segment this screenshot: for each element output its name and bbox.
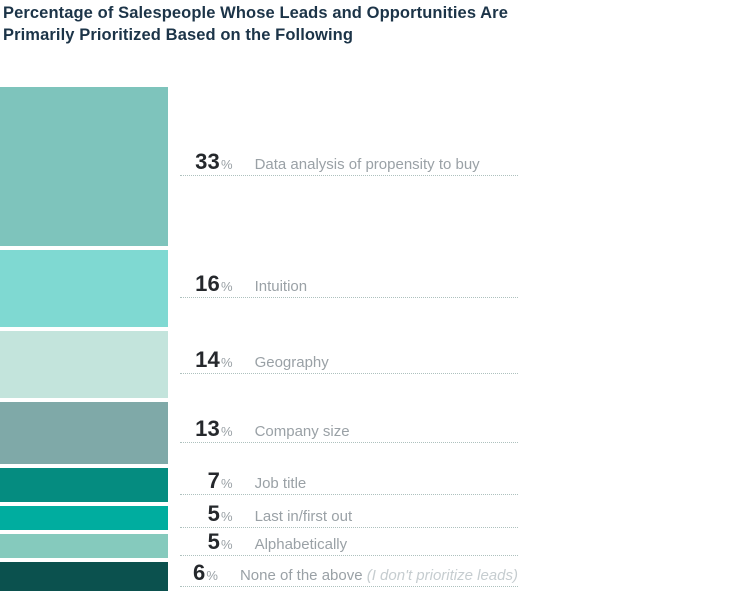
bar-segment — [0, 87, 168, 246]
percent-value: 13 — [195, 416, 220, 442]
category-label: Alphabetically — [254, 536, 348, 554]
legend-row: 16% Intuition — [180, 271, 518, 299]
category-label: Intuition — [254, 278, 308, 296]
legend-row: 5% Last in/first out — [180, 501, 518, 529]
percent-value: 14 — [195, 347, 220, 373]
percent-sign: % — [206, 567, 218, 583]
percent-sign: % — [221, 355, 233, 371]
legend-row: 7% Job title — [180, 468, 518, 496]
bar-segment — [0, 401, 168, 465]
category-label: Job title — [254, 475, 307, 493]
percent-value: 7 — [207, 468, 220, 494]
percent-value: 5 — [207, 501, 220, 527]
percent-value: 16 — [195, 271, 220, 297]
chart-title: Percentage of Salespeople Whose Leads an… — [3, 4, 508, 44]
category-label: Last in/first out — [254, 508, 353, 526]
legend-row: 6% None of the above (I don't prioritize … — [180, 559, 518, 587]
percent-value: 33 — [195, 149, 220, 175]
bar-segment — [0, 506, 168, 531]
legend-row: 33% Data analysis of propensity to buy — [180, 149, 518, 177]
legend-row: 13% Company size — [180, 416, 518, 444]
bar-segment — [0, 534, 168, 559]
bar-segment — [0, 249, 168, 327]
percent-sign: % — [221, 509, 233, 525]
percent-value: 6 — [192, 559, 206, 585]
percent-value: 5 — [207, 529, 220, 555]
percent-sign: % — [221, 157, 233, 173]
bar-segment — [0, 562, 168, 591]
category-label: Company size — [254, 423, 350, 441]
legend-row: 5% Alphabetically — [180, 529, 518, 557]
percent-sign: % — [221, 476, 233, 492]
category-label: Geography — [254, 354, 329, 372]
category-label: Data analysis of propensity to buy — [254, 156, 480, 174]
bar-segment — [0, 330, 168, 398]
legend-row: 14% Geography — [180, 347, 518, 375]
category-label: None of the above (I don't prioritize le… — [239, 566, 518, 584]
percent-sign: % — [221, 279, 233, 295]
percent-sign: % — [221, 537, 233, 553]
category-label-suffix: (I don't prioritize leads) — [362, 566, 518, 584]
bar-segment — [0, 468, 168, 503]
percent-sign: % — [221, 424, 233, 440]
